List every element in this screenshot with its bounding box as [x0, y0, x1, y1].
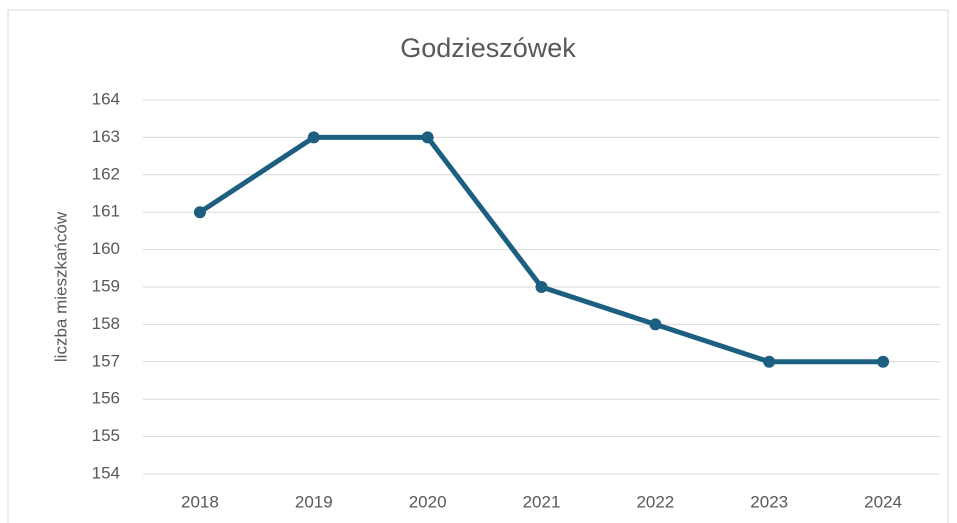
y-tick-label: 156 [92, 389, 120, 408]
x-tick-label: 2022 [636, 492, 674, 511]
y-tick-label: 161 [92, 202, 120, 221]
y-tick-label: 162 [92, 164, 120, 183]
y-tick-label: 155 [92, 426, 120, 445]
x-tick-label: 2023 [750, 492, 788, 511]
y-tick-label: 163 [92, 127, 120, 146]
x-tick-label: 2024 [864, 492, 902, 511]
x-tick-label: 2021 [523, 492, 561, 511]
y-tick-label: 159 [92, 276, 120, 295]
y-axis-title: liczba mieszkańców [51, 211, 70, 362]
y-tick-label: 164 [92, 89, 120, 108]
y-tick-label: 158 [92, 314, 120, 333]
data-point [763, 355, 776, 368]
x-tick-label: 2020 [409, 492, 447, 511]
data-point [307, 131, 320, 144]
x-tick-label: 2019 [295, 492, 333, 511]
data-point [649, 318, 662, 331]
chart-frame [7, 9, 949, 523]
data-point [193, 206, 206, 219]
data-point [877, 355, 890, 368]
y-tick-label: 160 [92, 239, 120, 258]
chart-title: Godzieszówek [400, 33, 576, 63]
y-tick-label: 157 [92, 351, 120, 370]
data-point [421, 131, 434, 144]
x-tick-label: 2018 [181, 492, 219, 511]
data-point [535, 281, 548, 293]
y-tick-label: 154 [92, 463, 120, 482]
